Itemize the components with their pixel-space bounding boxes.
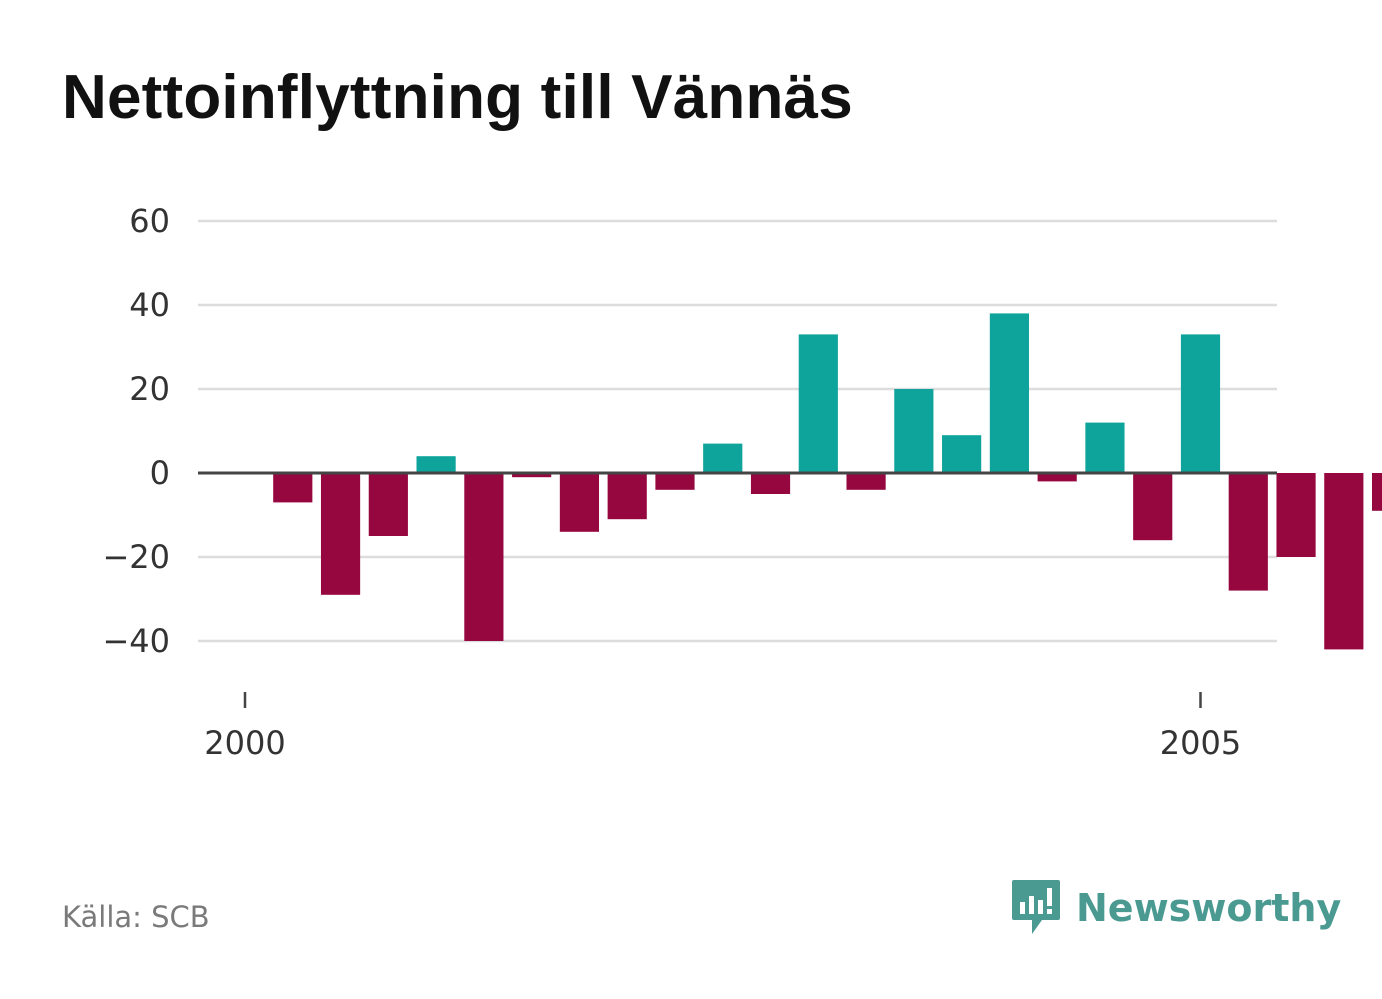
bars: [273, 313, 1382, 650]
bar: [416, 456, 456, 473]
bar: [368, 473, 408, 536]
y-tick-label: 60: [129, 202, 170, 240]
bar: [894, 389, 934, 473]
bar: [1037, 473, 1077, 482]
y-tick-label: 20: [129, 370, 170, 408]
y-tick-label: 40: [129, 286, 170, 324]
bar: [1372, 473, 1382, 511]
bar: [989, 313, 1029, 473]
bar: [798, 334, 838, 473]
y-tick-label: −40: [102, 622, 170, 660]
y-tick-label: 0: [150, 454, 170, 492]
bar: [846, 473, 886, 490]
bar: [607, 473, 647, 520]
x-tick-label: 2000: [204, 724, 285, 762]
gridlines: [198, 219, 1277, 643]
bar: [942, 435, 982, 473]
bar: [464, 473, 504, 641]
bar: [273, 473, 313, 503]
bar: [559, 473, 600, 532]
source-label: Källa: SCB: [62, 900, 210, 934]
brand-name: Newsworthy: [1076, 886, 1342, 930]
bar: [1133, 473, 1173, 541]
y-tick-label: −20: [102, 538, 170, 576]
bar: [512, 473, 552, 478]
bar: [655, 473, 695, 490]
bar: [1324, 473, 1364, 650]
x-tick-label: 2005: [1160, 724, 1241, 762]
newsworthy-logo-icon: [1012, 880, 1060, 934]
bar: [320, 473, 361, 595]
bar: [750, 473, 791, 494]
bar: [703, 443, 743, 473]
chart-title: Nettoinflyttning till Vännäs: [62, 63, 853, 132]
bar: [1276, 473, 1316, 557]
brand-logo[interactable]: Newsworthy: [1010, 878, 1341, 938]
bar: [1085, 422, 1125, 473]
bar: [1228, 473, 1268, 591]
bar: [1180, 334, 1221, 473]
